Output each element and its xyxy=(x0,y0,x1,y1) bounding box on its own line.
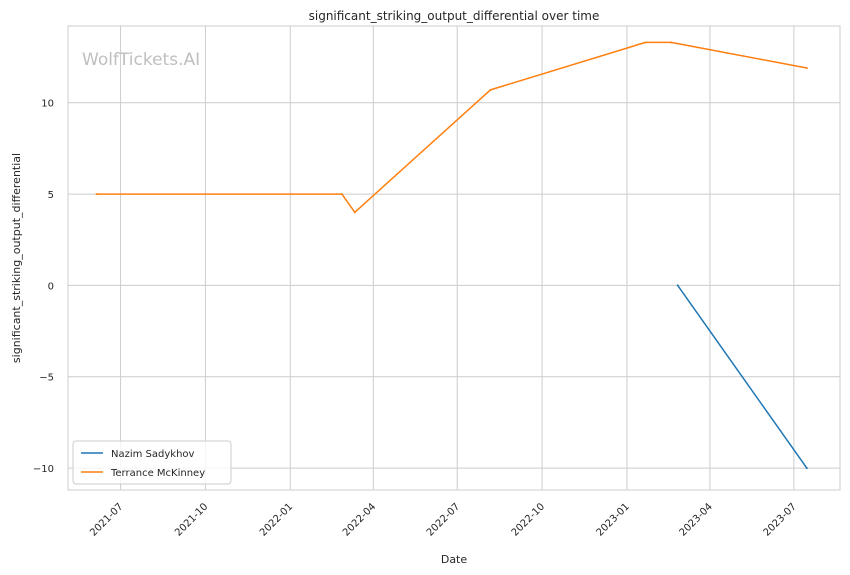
x-axis-label: Date xyxy=(441,553,468,566)
legend-label-nazim-sadykhov: Nazim Sadykhov xyxy=(111,449,195,460)
plot-area xyxy=(68,26,840,490)
watermark: WolfTickets.AI xyxy=(82,50,200,70)
data-point-terrance-mckinney xyxy=(340,193,343,196)
data-point-nazim-sadykhov xyxy=(676,284,679,287)
x-tick-label: 2022-04 xyxy=(341,501,378,538)
x-tick-label: 2021-07 xyxy=(88,501,125,538)
data-point-terrance-mckinney xyxy=(95,193,98,196)
legend: Nazim Sadykhov Terrance McKinney xyxy=(72,440,232,485)
x-tick-label: 2023-01 xyxy=(595,501,632,538)
legend-box xyxy=(72,440,232,485)
series-line-nazim-sadykhov xyxy=(677,284,808,469)
y-axis-label: significant_striking_output_differential xyxy=(10,153,23,363)
y-tick-label: −10 xyxy=(33,464,54,475)
y-tick-label: −5 xyxy=(39,373,54,384)
x-tick-label: 2023-04 xyxy=(678,501,715,538)
y-tick-label: 10 xyxy=(41,99,54,110)
x-tick-label: 2022-07 xyxy=(425,501,462,538)
data-point-terrance-mckinney xyxy=(805,67,808,70)
y-tick-labels: −10 −5 0 5 10 xyxy=(33,99,54,475)
data-point-terrance-mckinney xyxy=(670,41,673,44)
data-point-terrance-mckinney xyxy=(644,41,647,44)
data-point-terrance-mckinney xyxy=(353,211,356,214)
grid xyxy=(68,26,840,490)
x-tick-label: 2022-01 xyxy=(258,501,295,538)
series-layer xyxy=(95,41,808,470)
axes-frame xyxy=(67,25,841,491)
y-tick-label: 0 xyxy=(48,281,54,292)
data-point-terrance-mckinney xyxy=(489,88,492,91)
x-tick-label: 2021-10 xyxy=(173,501,210,538)
y-tick-label: 5 xyxy=(48,190,54,201)
legend-label-terrance-mckinney: Terrance McKinney xyxy=(110,468,205,479)
x-tick-label: 2023-07 xyxy=(762,501,799,538)
x-tick-labels: 2021-07 2021-10 2022-01 2022-04 2022-07 2022-… xyxy=(88,501,799,538)
x-tick-label: 2022-10 xyxy=(510,501,547,538)
data-point-nazim-sadykhov xyxy=(805,467,808,470)
chart-title: significant_striking_output_differential… xyxy=(309,9,600,23)
